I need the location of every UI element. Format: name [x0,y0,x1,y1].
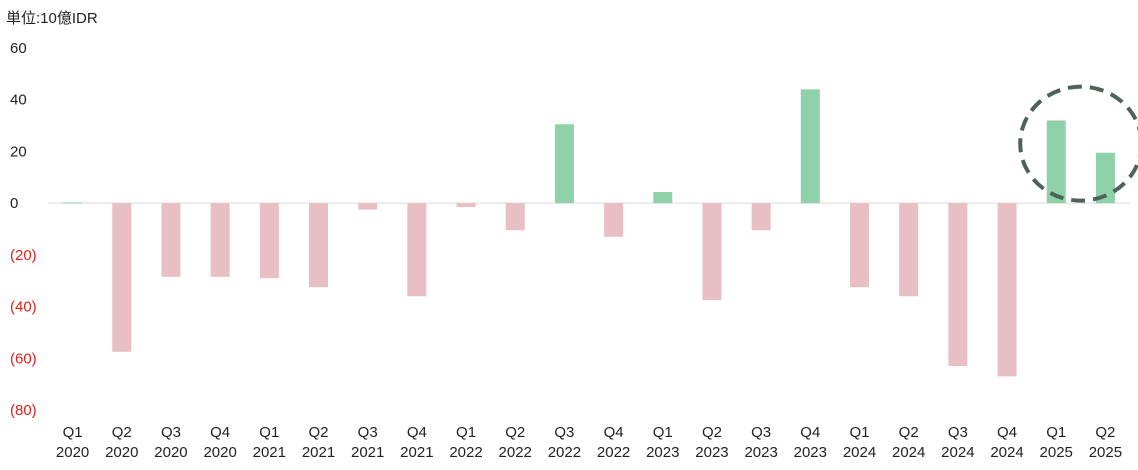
bar [63,202,83,204]
x-tick-quarter: Q3 [554,424,574,441]
x-tick-quarter: Q4 [800,424,820,441]
unit-label: 単位:10億IDR [6,10,98,27]
x-tick-quarter: Q2 [308,424,328,441]
x-tick-quarter: Q3 [358,424,378,441]
x-tick-quarter: Q2 [112,424,132,441]
bar [948,203,968,367]
y-tick-label: (40) [10,299,37,316]
y-tick-label: 20 [10,143,27,160]
x-tick-year: 2020 [154,444,187,461]
bar [554,124,574,204]
x-tick-quarter: Q3 [161,424,181,441]
bar [653,192,673,204]
x-tick-quarter: Q3 [751,424,771,441]
y-tick-label: (20) [10,247,37,264]
x-tick-year: 2020 [56,444,89,461]
x-tick-quarter: Q1 [653,424,673,441]
x-tick-quarter: Q1 [849,424,869,441]
bar [604,203,624,237]
x-tick-quarter: Q1 [259,424,279,441]
bar [850,203,869,288]
bar [899,203,919,297]
bar [1046,120,1066,204]
x-tick-year: 2020 [105,444,138,461]
x-tick-year: 2024 [843,444,876,461]
bars [63,89,1115,377]
x-tick-quarter: Q4 [407,424,427,441]
x-tick-quarter: Q3 [948,424,968,441]
x-tick-year: 2023 [646,444,679,461]
y-tick-label: 60 [10,40,27,57]
bar [1095,152,1115,204]
highlight-circle [1018,84,1138,203]
x-tick-quarter: Q1 [63,424,83,441]
x-tick-year: 2025 [1040,444,1073,461]
bar [702,203,722,301]
bar [259,203,279,279]
x-tick-quarter: Q2 [505,424,525,441]
x-tick-year: 2022 [499,444,532,461]
x-tick-year: 2024 [892,444,925,461]
bar [358,203,378,210]
x-tick-quarter: Q2 [702,424,722,441]
x-tick-year: 2024 [990,444,1023,461]
x-tick-quarter: Q4 [997,424,1017,441]
bar [112,203,132,352]
x-tick-year: 2023 [744,444,777,461]
x-tick-quarter: Q1 [1046,424,1066,441]
y-axis: 60 40 20 0 (20) (40) (60) (80) [10,40,37,419]
bar [997,203,1017,377]
bar [309,203,328,288]
x-tick-quarter: Q1 [456,424,476,441]
x-tick-quarter: Q2 [1095,424,1115,441]
bar [751,203,771,231]
x-tick-year: 2022 [548,444,581,461]
bar [407,203,427,297]
x-tick-year: 2023 [794,444,827,461]
x-tick-year: 2021 [253,444,286,461]
x-tick-year: 2021 [351,444,384,461]
bar [161,203,181,277]
x-tick-year: 2020 [203,444,236,461]
x-tick-quarter: Q2 [899,424,919,441]
y-tick-label: (60) [10,350,37,367]
x-tick-quarter: Q4 [210,424,230,441]
y-tick-label: (80) [10,402,37,419]
x-tick-year: 2024 [941,444,974,461]
x-tick-year: 2022 [597,444,630,461]
y-tick-label: 0 [10,195,18,212]
bar [505,203,525,231]
bar [210,203,230,277]
x-tick-year: 2025 [1089,444,1122,461]
x-tick-quarter: Q4 [604,424,624,441]
y-tick-label: 40 [10,92,27,109]
x-tick-year: 2023 [695,444,728,461]
x-tick-year: 2021 [400,444,433,461]
bar [456,203,476,208]
bar [800,89,820,204]
x-tick-year: 2022 [449,444,482,461]
x-tick-year: 2021 [302,444,335,461]
x-axis: Q1 2020 Q2 2020 Q3 2020 Q4 2020 Q1 2021 Q2 2021 Q3 20… [56,424,1122,461]
